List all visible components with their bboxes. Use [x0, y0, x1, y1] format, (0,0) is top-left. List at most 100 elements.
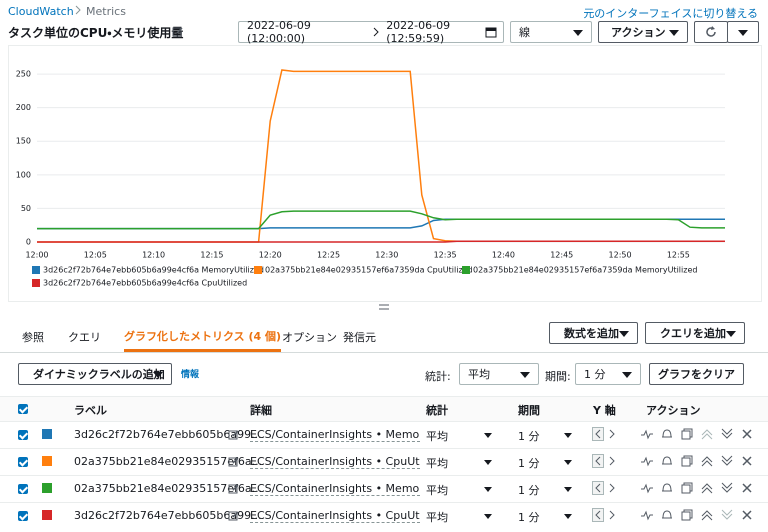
edit-label-icon[interactable] — [227, 455, 241, 469]
row-period[interactable]: 1 分 — [518, 511, 540, 524]
graph-icon[interactable] — [640, 481, 654, 495]
row-checkbox[interactable] — [18, 457, 28, 467]
duplicate-icon[interactable] — [680, 508, 694, 522]
series-color[interactable] — [42, 483, 52, 493]
series-line — [37, 218, 725, 230]
y-axis-right[interactable] — [606, 427, 620, 441]
duplicate-icon[interactable] — [680, 481, 694, 495]
y-axis-right[interactable] — [606, 454, 620, 468]
legend-label: 3d26c2f72b764e7ebb605b6a99e4cf6a CpuUtil… — [43, 279, 247, 288]
legend-swatch — [254, 266, 262, 274]
row-stat[interactable]: 平均 — [426, 511, 448, 524]
stat-label: 統計: — [425, 370, 451, 383]
tab[interactable]: オプション — [282, 331, 337, 344]
remove-icon[interactable] — [740, 427, 754, 441]
series-color[interactable] — [42, 429, 52, 439]
edit-label-icon[interactable] — [227, 509, 241, 523]
move-down[interactable] — [720, 508, 734, 522]
row-stat[interactable]: 平均 — [426, 484, 448, 497]
x-tick-label: 12:25 — [317, 251, 340, 260]
y-tick-label: 50 — [21, 204, 31, 213]
breadcrumb-link[interactable]: CloudWatch — [8, 5, 74, 18]
select-all-checkbox[interactable] — [18, 404, 28, 414]
row-checkbox[interactable] — [18, 511, 28, 521]
alarm-icon[interactable] — [660, 427, 674, 441]
tab[interactable]: クエリ — [68, 331, 101, 344]
x-tick-label: 12:20 — [259, 251, 282, 260]
period-caret — [564, 487, 572, 492]
y-axis-left[interactable] — [592, 454, 606, 468]
move-down[interactable] — [720, 454, 734, 468]
alarm-icon[interactable] — [660, 454, 674, 468]
refresh-button[interactable] — [694, 21, 728, 43]
actions-button[interactable]: アクション — [598, 21, 688, 43]
x-tick-label: 12:35 — [434, 251, 457, 260]
alarm-icon[interactable] — [660, 481, 674, 495]
chart-type-select[interactable]: 線 — [510, 21, 592, 43]
row-details: ECS/ContainerInsights • MemoryUtilized •… — [250, 428, 420, 442]
stat-caret — [484, 514, 492, 519]
table-row: 3d26c2f72b764e7ebb605b6a99... ECS/Contain… — [0, 421, 768, 448]
graph-icon[interactable] — [640, 427, 654, 441]
resize-handle[interactable] — [378, 302, 390, 312]
edit-label-icon[interactable] — [227, 482, 241, 496]
duplicate-icon[interactable] — [680, 427, 694, 441]
y-axis-right[interactable] — [606, 508, 620, 522]
move-up[interactable] — [700, 427, 714, 441]
row-period[interactable]: 1 分 — [518, 457, 540, 470]
column-header: Y 軸 — [593, 404, 616, 417]
row-checkbox[interactable] — [18, 430, 28, 440]
legacy-link[interactable]: 元のインターフェイスに切り替える — [583, 7, 758, 20]
dynamic-label-button[interactable]: ダイナミックラベルの追加 — [18, 363, 172, 385]
move-down[interactable] — [720, 481, 734, 495]
y-tick-label: 150 — [16, 137, 31, 146]
x-tick-label: 12:10 — [142, 251, 165, 260]
row-stat[interactable]: 平均 — [426, 430, 448, 443]
add-math-button[interactable]: 数式を追加 — [549, 322, 638, 344]
column-header: ラベル — [74, 404, 107, 417]
row-label: 02a375bb21e84e02935157ef6a... — [74, 482, 263, 495]
refresh-options[interactable] — [727, 21, 759, 43]
column-header: 統計 — [426, 404, 448, 417]
remove-icon[interactable] — [740, 508, 754, 522]
alarm-icon[interactable] — [660, 508, 674, 522]
row-details: ECS/ContainerInsights • MemoryUtilized •… — [250, 482, 420, 496]
row-period[interactable]: 1 分 — [518, 484, 540, 497]
info-link[interactable]: 情報 — [181, 370, 200, 380]
time-range[interactable]: 2022-06-09 (12:00:00) 2022-06-09 (12:59:… — [238, 19, 504, 45]
move-up[interactable] — [700, 454, 714, 468]
edit-icon[interactable] — [172, 26, 184, 38]
move-down[interactable] — [720, 427, 734, 441]
y-axis-left[interactable] — [592, 481, 606, 495]
y-axis-left[interactable] — [592, 508, 606, 522]
move-up[interactable] — [700, 481, 714, 495]
column-header: 期間 — [518, 404, 540, 417]
edit-label-icon[interactable] — [227, 428, 241, 442]
y-axis-left[interactable] — [592, 427, 606, 441]
time-end: 2022-06-09 (12:59:59) — [386, 19, 451, 45]
row-checkbox[interactable] — [18, 484, 28, 494]
x-tick-label: 12:45 — [550, 251, 573, 260]
add-query-button[interactable]: クエリを追加 — [645, 322, 745, 344]
tab-active[interactable]: グラフ化したメトリクス (4 個) — [124, 322, 282, 352]
remove-icon[interactable] — [740, 454, 754, 468]
y-axis-right[interactable] — [606, 481, 620, 495]
clear-graph-button[interactable]: グラフをクリア — [649, 363, 744, 385]
tab[interactable]: 参照 — [22, 331, 44, 344]
legend-swatch — [32, 279, 40, 287]
period-caret — [564, 433, 572, 438]
graph-icon[interactable] — [640, 508, 654, 522]
row-stat[interactable]: 平均 — [426, 457, 448, 470]
x-tick-label: 12:50 — [609, 251, 632, 260]
tab[interactable]: 発信元 — [343, 331, 376, 344]
series-color[interactable] — [42, 456, 52, 466]
move-up[interactable] — [700, 508, 714, 522]
graph-icon[interactable] — [640, 454, 654, 468]
stat-select[interactable]: 平均 — [459, 363, 539, 385]
period-select[interactable]: 1 分 — [575, 363, 641, 385]
remove-icon[interactable] — [740, 481, 754, 495]
add-math-label: 数式を追加 — [564, 327, 619, 340]
series-color[interactable] — [42, 510, 52, 520]
row-period[interactable]: 1 分 — [518, 430, 540, 443]
duplicate-icon[interactable] — [680, 454, 694, 468]
